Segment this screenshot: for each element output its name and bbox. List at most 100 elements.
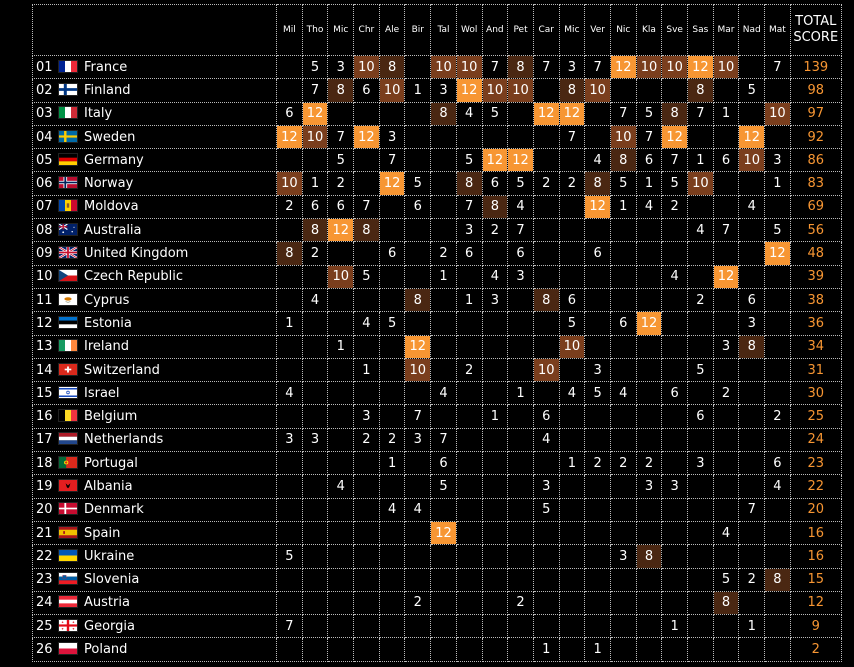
score-cell	[455, 264, 483, 289]
country-name: Cyprus	[84, 292, 130, 308]
score-cell	[507, 311, 534, 336]
rank-label: 14	[36, 362, 53, 378]
scoreboard-table: Mil Tho Mic Chr Ale Bir Tal Wol And Pet Car Mic Ver N…	[32, 4, 842, 662]
jury-header: Tho	[301, 4, 329, 56]
score-cell	[661, 218, 688, 243]
score-cell	[301, 311, 329, 336]
score-cell	[609, 334, 637, 359]
score-cell	[558, 357, 586, 383]
score-cell: 3	[764, 148, 791, 173]
score-cell: 5	[687, 357, 714, 383]
score-cell: 8	[532, 287, 560, 313]
score-cell	[378, 381, 406, 406]
score-cell	[404, 101, 432, 126]
score-cell	[507, 357, 534, 383]
score-cell	[764, 637, 791, 662]
score-cell	[276, 264, 303, 289]
score-cell	[661, 497, 688, 522]
total-score-cell: 97	[789, 101, 842, 126]
score-cell	[430, 287, 457, 313]
header-corner	[32, 4, 277, 56]
country-cell: 10 Czech Republic	[32, 264, 277, 289]
table-row: 12 Estonia 1 4 5 5 6 12 3 36	[32, 311, 842, 336]
total-score-cell: 39	[789, 264, 842, 289]
score-cell: 1	[584, 637, 611, 662]
score-cell	[455, 544, 483, 569]
score-cell	[532, 614, 560, 639]
score-cell: 10	[276, 171, 303, 196]
score-cell	[430, 311, 457, 336]
score-cell	[378, 264, 406, 289]
score-cell: 12	[738, 124, 766, 150]
score-cell	[378, 614, 406, 639]
score-cell	[764, 590, 791, 616]
table-row: 21 Spain 12 4 16	[32, 520, 842, 546]
score-cell	[661, 590, 688, 616]
score-cell	[635, 590, 663, 616]
score-cell	[532, 520, 560, 546]
rank-label: 06	[36, 176, 53, 192]
score-cell	[507, 474, 534, 499]
country-cell: 24 Austria	[32, 590, 277, 616]
score-cell	[481, 567, 509, 592]
score-cell	[584, 614, 611, 639]
score-cell	[276, 567, 303, 592]
score-cell	[584, 264, 611, 289]
table-row: 02 Finland 7 8 6 10 1 3 12 10 10 8 10 8 5 98	[32, 78, 842, 103]
rank-label: 24	[36, 595, 53, 611]
score-cell	[430, 334, 457, 359]
score-cell	[635, 520, 663, 546]
score-cell: 6	[661, 381, 688, 406]
score-cell: 1	[687, 148, 714, 173]
score-cell	[635, 427, 663, 453]
score-cell: 2	[532, 171, 560, 196]
table-row: 26 Poland 1 1 2	[32, 637, 842, 662]
score-cell	[430, 497, 457, 522]
total-score-cell: 2	[789, 637, 842, 662]
score-cell	[558, 637, 586, 662]
score-cell	[532, 124, 560, 150]
score-cell: 6	[481, 171, 509, 196]
score-cell	[481, 311, 509, 336]
score-cell	[378, 544, 406, 569]
score-cell	[661, 78, 688, 103]
score-cell: 5	[430, 474, 457, 499]
score-cell	[276, 334, 303, 359]
country-name: Slovenia	[84, 572, 140, 588]
score-cell	[378, 334, 406, 359]
score-cell	[481, 381, 509, 406]
table-row: 15 Israel 4 4 1 4 5 4 6 2 30	[32, 381, 842, 406]
score-cell	[532, 264, 560, 289]
italy-flag-icon	[58, 106, 78, 120]
score-cell	[301, 357, 329, 383]
score-cell	[301, 381, 329, 406]
score-cell	[661, 427, 688, 453]
score-cell: 4	[584, 148, 611, 173]
score-cell	[353, 451, 380, 476]
score-cell	[455, 520, 483, 546]
total-score-cell: 34	[789, 334, 842, 359]
score-cell: 8	[635, 544, 663, 569]
total-score-cell: 12	[789, 590, 842, 616]
score-cell: 5	[738, 78, 766, 103]
score-cell: 4	[301, 287, 329, 313]
score-cell	[378, 194, 406, 220]
score-cell	[481, 637, 509, 662]
score-cell	[687, 590, 714, 616]
score-cell: 8	[327, 78, 355, 103]
score-cell: 2	[609, 451, 637, 476]
score-cell	[378, 520, 406, 546]
score-cell: 8	[738, 334, 766, 359]
score-cell: 6	[764, 451, 791, 476]
belgium-flag-icon	[58, 409, 78, 423]
rank-label: 13	[36, 339, 53, 355]
table-row: 11 Cyprus 4 8 1 3 8 6 2 6 38	[32, 287, 842, 313]
sweden-flag-icon	[58, 129, 78, 143]
score-cell: 12	[455, 78, 483, 103]
score-cell	[635, 287, 663, 313]
score-cell: 7	[738, 497, 766, 522]
score-cell	[481, 427, 509, 453]
score-cell	[712, 124, 740, 150]
score-cell	[378, 218, 406, 243]
score-cell	[301, 637, 329, 662]
